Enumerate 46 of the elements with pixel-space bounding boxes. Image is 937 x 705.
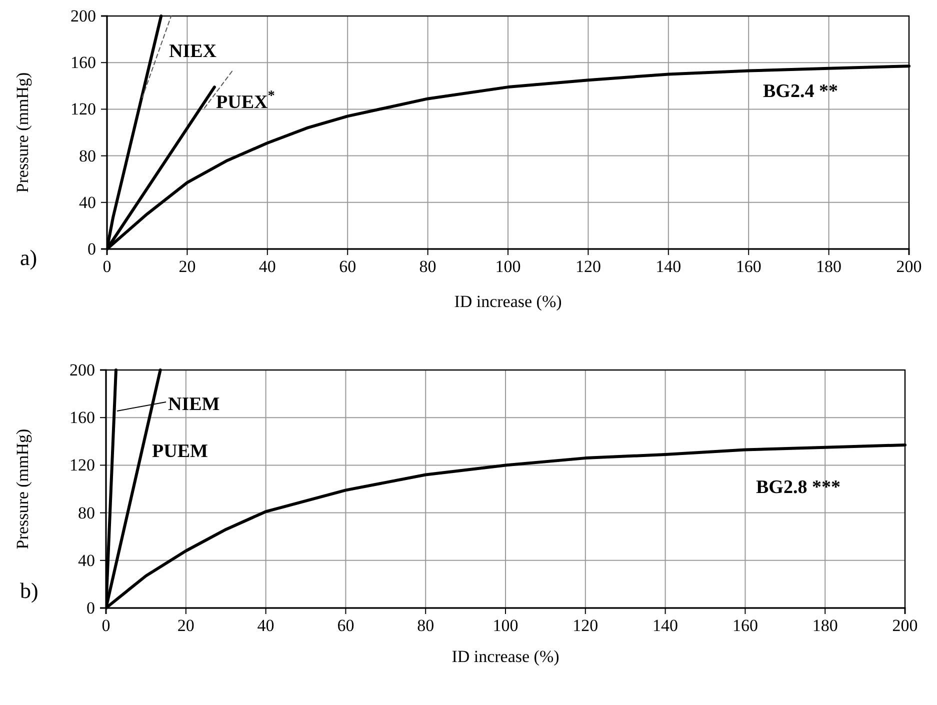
x-tick-label: 60 xyxy=(339,257,356,276)
x-tick-label: 40 xyxy=(258,257,276,276)
x-tick-label: 200 xyxy=(892,616,918,636)
x-tick-label: 0 xyxy=(102,257,112,276)
x-tick-label: 100 xyxy=(492,616,518,636)
y-tick-label: 120 xyxy=(70,100,96,119)
y-tick-label: 0 xyxy=(88,239,96,258)
x-tick-label: 200 xyxy=(896,257,922,276)
text: a) xyxy=(20,245,38,270)
x-tick-label: 160 xyxy=(732,616,758,636)
x-axis-title: ID increase (%) xyxy=(452,647,560,666)
y-tick-label: 0 xyxy=(86,598,95,618)
x-tick-label: 180 xyxy=(816,257,842,276)
x-tick-label: 60 xyxy=(337,616,354,636)
x-tick-label: 100 xyxy=(495,257,521,276)
y-axis-title: Pressure (mmHg) xyxy=(13,428,32,550)
x-tick-label: 160 xyxy=(736,257,762,276)
series-label: BG2.4 ** xyxy=(763,81,838,102)
x-tick-label: 140 xyxy=(652,616,678,636)
x-tick-label: 140 xyxy=(656,257,682,276)
text: b) xyxy=(20,578,38,603)
y-tick-label: 40 xyxy=(79,192,96,212)
x-tick-label: 120 xyxy=(572,616,598,636)
x-axis-title: ID increase (%) xyxy=(454,292,562,311)
x-tick-label: 80 xyxy=(417,616,434,636)
y-tick-label: 80 xyxy=(79,146,96,166)
y-tick-label: 80 xyxy=(78,503,95,522)
x-tick-label: 120 xyxy=(575,257,601,276)
x-tick-label: 0 xyxy=(102,616,110,636)
x-tick-label: 20 xyxy=(178,257,196,276)
y-tick-label: 200 xyxy=(70,6,96,26)
y-tick-label: 160 xyxy=(70,408,95,428)
x-tick-label: 40 xyxy=(257,616,274,636)
series-label: PUEM xyxy=(152,441,208,462)
x-tick-label: 80 xyxy=(419,257,436,276)
x-tick-label: 180 xyxy=(812,616,838,636)
x-tick-label: 20 xyxy=(177,616,194,636)
y-tick-label: 200 xyxy=(70,360,95,380)
legend-label: NIEM xyxy=(168,394,220,415)
y-tick-label: 40 xyxy=(78,550,95,570)
series-label: NIEX xyxy=(169,41,217,62)
series-label: PUEX$^{*}$ xyxy=(216,88,275,113)
series-label: BG2.8 *** xyxy=(756,477,840,498)
y-tick-label: 160 xyxy=(70,53,96,72)
y-tick-label: 120 xyxy=(70,456,95,475)
y-axis-title: Pressure (mmHg) xyxy=(13,72,32,193)
